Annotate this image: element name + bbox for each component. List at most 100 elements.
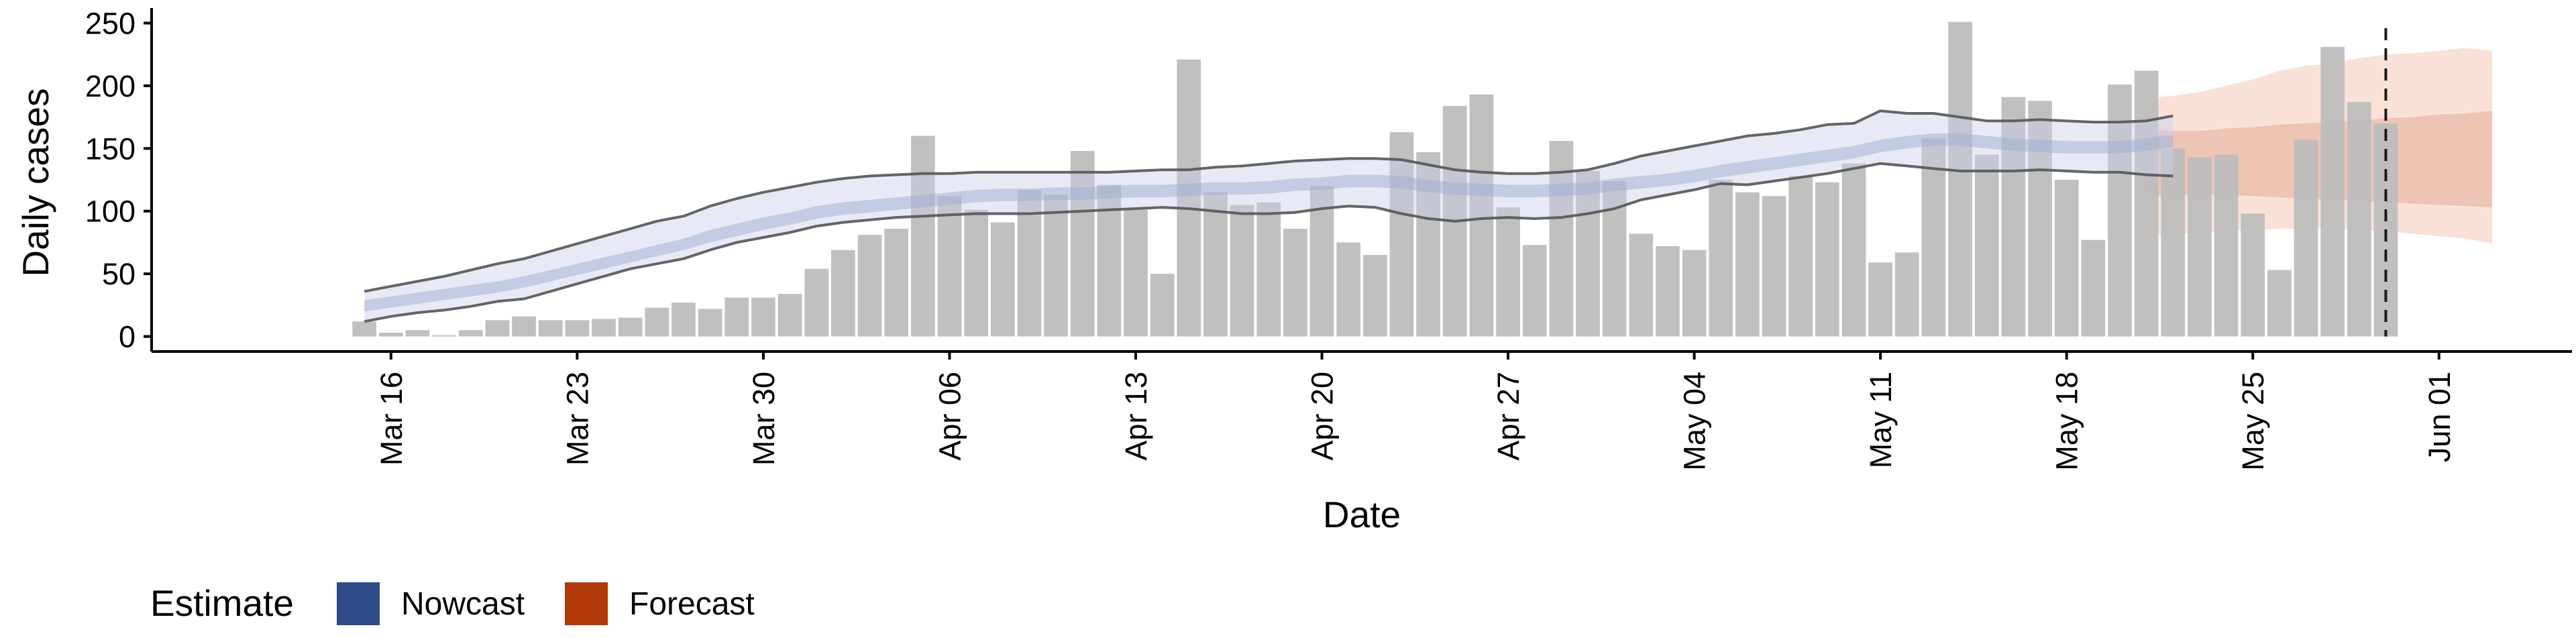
bar xyxy=(432,335,456,337)
y-axis-title: Daily cases xyxy=(15,88,56,276)
bar xyxy=(1948,21,1972,337)
bar xyxy=(2267,270,2292,337)
bar xyxy=(2214,154,2239,337)
bar xyxy=(1469,94,1494,337)
bar xyxy=(2108,85,2132,337)
bar xyxy=(937,196,962,337)
bar xyxy=(911,136,935,337)
bar xyxy=(724,297,749,337)
y-tick-label: 50 xyxy=(102,257,136,291)
x-tick-label: Apr 13 xyxy=(1119,372,1153,461)
bar xyxy=(1363,255,1387,337)
bar xyxy=(1124,209,1148,337)
bar xyxy=(592,319,616,337)
bar xyxy=(1682,250,1707,337)
bar xyxy=(538,320,563,337)
y-tick-label: 200 xyxy=(85,69,136,103)
bar xyxy=(1283,228,1307,337)
bar xyxy=(2294,140,2318,337)
x-tick-label: May 11 xyxy=(1864,372,1898,468)
bar xyxy=(964,209,988,337)
bar xyxy=(1921,138,1946,337)
legend-swatch-forecast xyxy=(565,582,608,625)
bar xyxy=(379,333,403,337)
bar xyxy=(1788,176,1813,337)
x-axis-ticks: Mar 16 Mar 23 Mar 30 Apr 06 Apr 13 Apr 20 Apr … xyxy=(374,352,2457,471)
bar xyxy=(1815,182,1839,337)
x-tick-label: Mar 23 xyxy=(560,372,594,466)
bar xyxy=(2320,46,2345,337)
bar xyxy=(1762,196,1786,337)
bar xyxy=(1868,262,1892,337)
y-axis-ticks: 0 50 100 150 200 250 xyxy=(85,6,152,354)
nowcast-bands xyxy=(364,109,2174,323)
bar xyxy=(2054,180,2079,337)
legend: Estimate Nowcast Forecast xyxy=(150,582,755,625)
y-tick-label: 0 xyxy=(119,320,136,354)
bar xyxy=(1150,274,1175,337)
x-tick-label: Apr 27 xyxy=(1491,372,1525,461)
legend-label-forecast: Forecast xyxy=(629,586,755,622)
bar xyxy=(1230,205,1254,337)
bar xyxy=(751,297,775,337)
bar xyxy=(698,309,722,337)
bar xyxy=(485,320,510,337)
x-tick-label: May 04 xyxy=(1678,372,1712,471)
bar xyxy=(831,250,855,337)
x-tick-label: Jun 01 xyxy=(2422,372,2457,462)
bar xyxy=(804,268,829,337)
x-tick-label: Apr 20 xyxy=(1305,372,1340,461)
bar xyxy=(405,330,430,337)
bar xyxy=(1389,132,1414,337)
y-tick-label: 100 xyxy=(85,195,136,229)
bar xyxy=(2001,97,2026,337)
bar xyxy=(1629,233,1654,337)
bar xyxy=(1735,192,1760,337)
x-tick-label: May 25 xyxy=(2236,372,2270,471)
bar xyxy=(2081,239,2106,337)
nowcast-lower-line xyxy=(364,162,2174,323)
legend-label-nowcast: Nowcast xyxy=(401,586,525,622)
bar xyxy=(1070,151,1095,337)
bar xyxy=(2347,102,2371,337)
bar xyxy=(1256,202,1281,337)
bar xyxy=(1841,163,1866,337)
bar xyxy=(1044,195,1068,337)
bar xyxy=(458,330,483,337)
nowcast-outer-band xyxy=(364,111,2174,322)
x-tick-label: Apr 06 xyxy=(932,372,967,461)
x-tick-label: May 18 xyxy=(2050,372,2084,471)
bar xyxy=(777,294,802,337)
bar xyxy=(1576,170,1600,337)
bar xyxy=(857,235,882,337)
nowcast-upper-line xyxy=(364,109,2174,293)
bar xyxy=(512,316,536,337)
bar xyxy=(1496,207,1520,337)
x-tick-label: Mar 16 xyxy=(374,372,409,466)
bar xyxy=(1336,242,1360,337)
bar xyxy=(618,317,643,337)
bar xyxy=(1203,192,1228,337)
bar xyxy=(1522,245,1547,337)
bar xyxy=(565,320,590,337)
bar xyxy=(1974,154,1999,337)
bar xyxy=(2241,213,2265,337)
bar xyxy=(2188,157,2212,337)
bar xyxy=(1177,59,1201,337)
legend-swatch-nowcast xyxy=(337,582,380,625)
bar xyxy=(1656,246,1680,337)
bar xyxy=(2161,148,2186,337)
bar xyxy=(2134,70,2159,337)
x-axis-title: Date xyxy=(1323,494,1401,535)
bar xyxy=(672,303,696,337)
bar xyxy=(352,321,376,337)
bar xyxy=(645,307,669,337)
y-tick-label: 250 xyxy=(85,6,136,40)
bar xyxy=(990,222,1015,337)
bar xyxy=(1894,252,1919,337)
bar xyxy=(1709,180,1733,337)
y-tick-label: 150 xyxy=(85,131,136,166)
bar xyxy=(884,228,908,337)
legend-title: Estimate xyxy=(150,582,294,624)
